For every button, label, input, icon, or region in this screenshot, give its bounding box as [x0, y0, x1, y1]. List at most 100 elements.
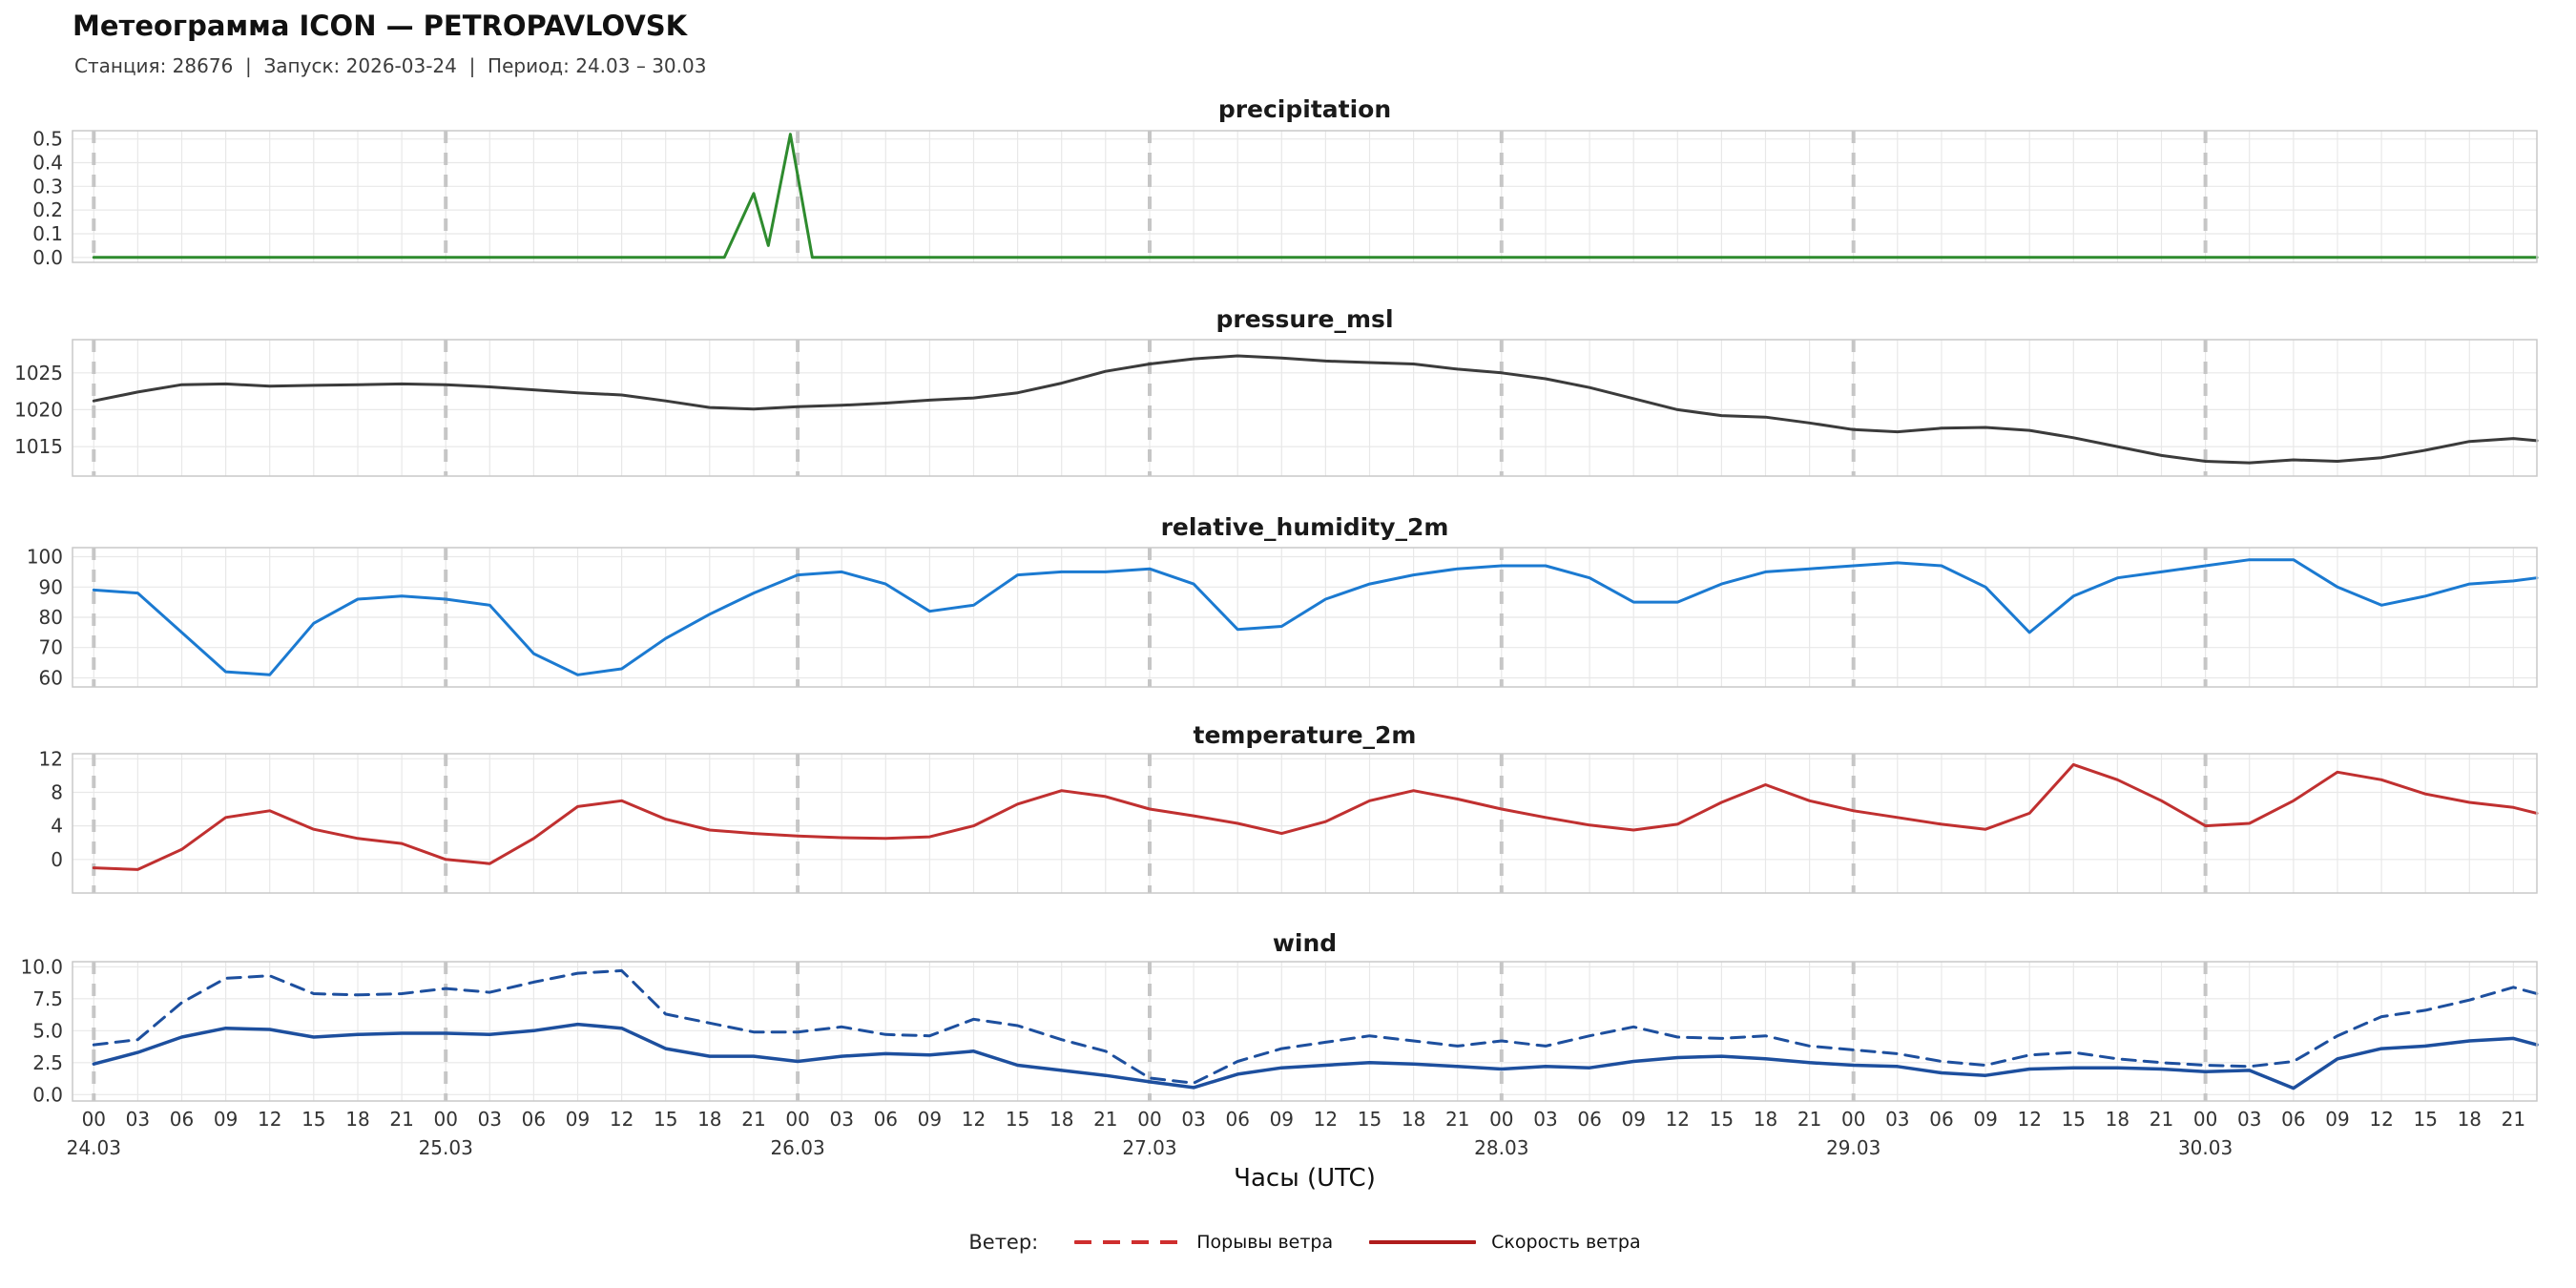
legend-title: Ветер: [968, 1231, 1039, 1254]
svg-text:06: 06 [170, 1108, 194, 1131]
svg-text:09: 09 [2325, 1108, 2349, 1131]
legend-item-speed: Скорость ветра [1369, 1232, 1641, 1253]
svg-text:03: 03 [1181, 1108, 1205, 1131]
chart-precipitation: 0.00.10.20.30.40.5 [32, 128, 2539, 268]
svg-text:00: 00 [785, 1108, 809, 1131]
svg-text:0.0: 0.0 [32, 246, 63, 268]
series-precipitation [92, 133, 2539, 260]
svg-text:60: 60 [39, 667, 63, 690]
svg-text:09: 09 [918, 1108, 942, 1131]
svg-text:15: 15 [2413, 1108, 2437, 1131]
svg-text:0.3: 0.3 [32, 175, 63, 197]
svg-text:18: 18 [2106, 1108, 2129, 1131]
svg-text:12: 12 [39, 748, 63, 770]
svg-text:18: 18 [697, 1108, 721, 1131]
svg-text:21: 21 [2150, 1108, 2173, 1131]
svg-text:03: 03 [126, 1108, 150, 1131]
svg-text:15: 15 [301, 1108, 325, 1131]
svg-text:03: 03 [1885, 1108, 1909, 1131]
chart-wind: 0.0 2.5 5.0 7.5 10.0 [20, 956, 2539, 1106]
svg-text:25.03: 25.03 [419, 1136, 473, 1159]
svg-text:09: 09 [1973, 1108, 1997, 1131]
svg-text:12: 12 [258, 1108, 281, 1131]
speed-solid-line-swatch [1369, 1240, 1477, 1244]
svg-text:09: 09 [1270, 1108, 1294, 1131]
svg-text:10.0: 10.0 [20, 956, 63, 978]
series-wind_speed [92, 1022, 2539, 1091]
svg-text:1025: 1025 [14, 362, 63, 384]
legend: Ветер: Порывы ветра Скорость ветра [73, 1231, 2537, 1254]
svg-text:09: 09 [214, 1108, 238, 1131]
svg-text:03: 03 [829, 1108, 853, 1131]
svg-text:21: 21 [741, 1108, 765, 1131]
svg-text:7.5: 7.5 [32, 987, 63, 1010]
svg-text:0.4: 0.4 [32, 152, 63, 175]
svg-text:26.03: 26.03 [770, 1136, 824, 1159]
svg-text:06: 06 [1577, 1108, 1601, 1131]
svg-text:27.03: 27.03 [1122, 1136, 1176, 1159]
svg-text:15: 15 [1710, 1108, 1734, 1131]
svg-text:00: 00 [433, 1108, 457, 1131]
svg-text:21: 21 [1797, 1108, 1821, 1131]
chart-temperature: 0 4 8 12 [39, 748, 2539, 894]
svg-text:03: 03 [1533, 1108, 1557, 1131]
svg-text:1015: 1015 [14, 435, 63, 458]
svg-text:28.03: 28.03 [1474, 1136, 1528, 1159]
panel-title-precipitation: precipitation [1217, 95, 1392, 123]
svg-text:0: 0 [51, 848, 63, 871]
svg-text:12: 12 [1314, 1108, 1338, 1131]
svg-text:100: 100 [27, 546, 63, 569]
svg-text:15: 15 [654, 1108, 677, 1131]
svg-text:0.0: 0.0 [32, 1083, 63, 1106]
page-subtitle: Станция: 28676 | Запуск: 2026-03-24 | Пе… [74, 54, 707, 77]
svg-text:06: 06 [2281, 1108, 2305, 1131]
series-temperature_2m [92, 762, 2539, 871]
svg-text:00: 00 [1137, 1108, 1161, 1131]
svg-text:03: 03 [478, 1108, 502, 1131]
svg-text:03: 03 [2237, 1108, 2261, 1131]
svg-text:00: 00 [2193, 1108, 2217, 1131]
svg-text:24.03: 24.03 [67, 1136, 121, 1159]
svg-text:90: 90 [39, 575, 63, 598]
svg-text:06: 06 [874, 1108, 898, 1131]
svg-text:18: 18 [1754, 1108, 1777, 1131]
panel-title-humidity: relative_humidity_2m [1160, 513, 1449, 541]
svg-text:21: 21 [2502, 1108, 2525, 1131]
svg-text:21: 21 [1445, 1108, 1469, 1131]
series-relative_humidity_2m [92, 558, 2539, 676]
svg-text:8: 8 [51, 781, 63, 804]
svg-text:18: 18 [1402, 1108, 1425, 1131]
svg-text:29.03: 29.03 [1826, 1136, 1880, 1159]
svg-text:12: 12 [962, 1108, 986, 1131]
x-axis-title: Часы (UTC) [1234, 1164, 1376, 1193]
series-wind_gusts [92, 968, 2539, 1085]
series-pressure_msl [92, 354, 2539, 465]
svg-text:21: 21 [1093, 1108, 1117, 1131]
svg-text:15: 15 [1358, 1108, 1381, 1131]
svg-text:06: 06 [1225, 1108, 1249, 1131]
svg-text:0.5: 0.5 [32, 128, 63, 151]
svg-text:00: 00 [1841, 1108, 1865, 1131]
svg-text:18: 18 [2458, 1108, 2482, 1131]
svg-text:12: 12 [610, 1108, 634, 1131]
chart-pressure: 1015 1020 1025 [14, 339, 2539, 477]
legend-item-speed-label: Скорость ветра [1491, 1232, 1641, 1253]
panel-title-pressure: pressure_msl [1215, 305, 1394, 333]
svg-text:12: 12 [1666, 1108, 1690, 1131]
svg-text:18: 18 [1049, 1108, 1073, 1131]
svg-text:09: 09 [1621, 1108, 1645, 1131]
svg-text:4: 4 [51, 815, 63, 838]
svg-text:06: 06 [1929, 1108, 1953, 1131]
svg-text:06: 06 [522, 1108, 546, 1131]
svg-text:0.2: 0.2 [32, 198, 63, 221]
svg-text:09: 09 [566, 1108, 590, 1131]
svg-text:12: 12 [2017, 1108, 2041, 1131]
panel-title-wind: wind [1272, 929, 1338, 957]
svg-text:5.0: 5.0 [32, 1019, 63, 1042]
svg-text:00: 00 [1489, 1108, 1513, 1131]
svg-text:70: 70 [39, 636, 63, 659]
svg-text:0.1: 0.1 [32, 222, 63, 245]
svg-text:15: 15 [2062, 1108, 2086, 1131]
svg-text:18: 18 [345, 1108, 369, 1131]
